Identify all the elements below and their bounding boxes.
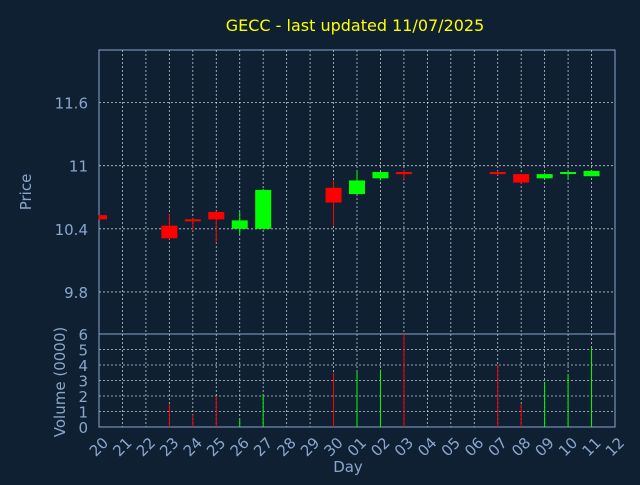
- volume-tick-label: 3: [78, 373, 88, 391]
- x-tick-label: 04: [414, 434, 440, 460]
- x-tick-label: 11: [578, 434, 604, 460]
- price-axis-label: Price: [17, 174, 35, 211]
- x-tick-label: 23: [156, 434, 182, 460]
- x-tick-label: 12: [602, 434, 628, 460]
- x-tick-label: 01: [344, 434, 370, 460]
- price-tick-label: 10.4: [55, 221, 88, 239]
- volume-tick-label: 2: [78, 388, 88, 406]
- volume-tick-label: 1: [78, 404, 88, 422]
- candle-body: [395, 172, 412, 175]
- candle-body: [325, 187, 342, 203]
- x-tick-label: 03: [391, 434, 417, 460]
- volume-tick-label: 4: [78, 357, 88, 375]
- price-panel: 9.8 10.4 11 11.6: [55, 49, 616, 335]
- x-tick-label: 05: [438, 434, 464, 460]
- candle-body: [184, 219, 201, 222]
- x-tick-label: 10: [555, 434, 581, 460]
- price-tick-label: 9.8: [64, 284, 88, 302]
- volume-tick-label: 5: [78, 342, 88, 360]
- x-tick-label: 25: [203, 434, 229, 460]
- candle-body: [99, 215, 107, 220]
- x-tick-label: 22: [133, 434, 159, 460]
- candle-body: [583, 170, 600, 177]
- chart-title: GECC - last updated 11/07/2025: [226, 16, 485, 35]
- x-tick-label: 07: [485, 434, 511, 460]
- price-tick-label: 11: [69, 158, 88, 176]
- candle-body: [255, 189, 272, 229]
- x-tick-label: 08: [508, 434, 534, 460]
- x-tick-label: 29: [297, 434, 323, 460]
- x-tick-label: 06: [461, 434, 487, 460]
- x-tick-label: 24: [180, 434, 206, 460]
- price-tick-label: 11.6: [55, 95, 88, 113]
- candle-body: [161, 225, 178, 239]
- candle-body: [372, 172, 389, 179]
- x-axis-label: Day: [333, 458, 363, 476]
- candle-body: [208, 211, 225, 220]
- x-tick-label: 30: [320, 434, 346, 460]
- x-tick-label: 02: [367, 434, 393, 460]
- volume-tick-label: 0: [78, 419, 88, 437]
- candle-body: [231, 220, 248, 229]
- volume-axis-label: Volume (0000): [51, 327, 69, 437]
- candle-body: [349, 180, 365, 195]
- candle-body: [536, 174, 553, 179]
- x-tick-label: 09: [532, 434, 558, 460]
- x-tick-label: 20: [86, 434, 112, 460]
- candle-body: [513, 174, 530, 183]
- x-axis-ticks: 2021222324252627282930010203040506070809…: [86, 434, 628, 460]
- x-tick-label: 27: [250, 434, 276, 460]
- candle-body: [560, 172, 577, 175]
- x-tick-label: 21: [109, 434, 135, 460]
- volume-tick-label: 6: [78, 326, 88, 344]
- x-tick-label: 28: [274, 434, 300, 460]
- x-tick-label: 26: [227, 434, 253, 460]
- candle-body: [489, 172, 506, 175]
